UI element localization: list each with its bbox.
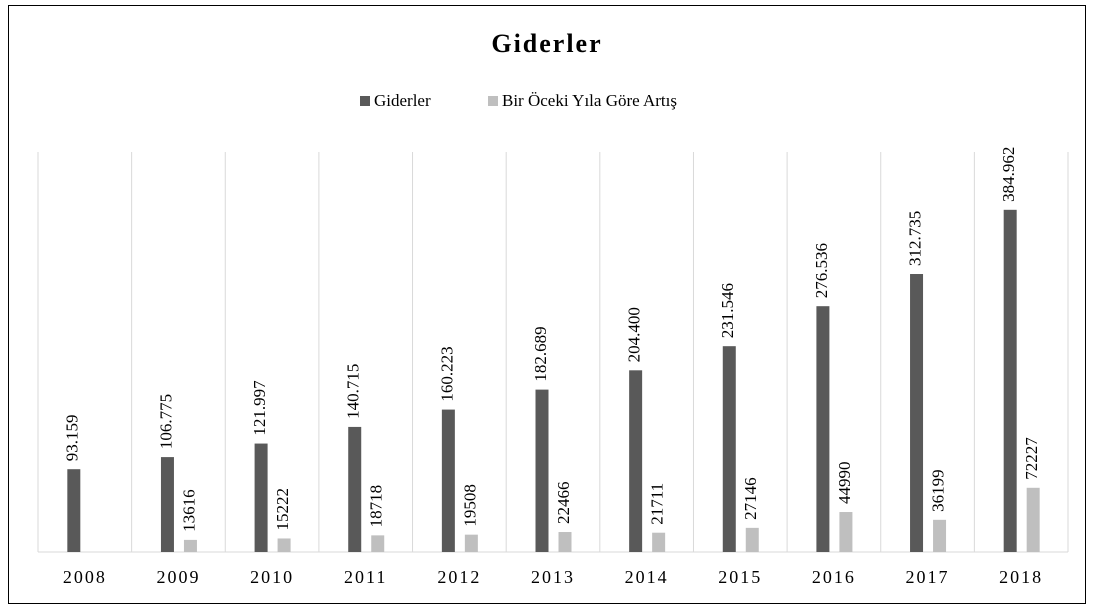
x-tick-label: 2011 — [344, 567, 387, 587]
bar — [254, 443, 268, 552]
bar — [348, 426, 362, 552]
bar — [933, 519, 947, 552]
bar — [67, 469, 81, 552]
data-label: 276.536 — [812, 243, 831, 298]
bar — [1003, 209, 1017, 552]
data-label: 72227 — [1022, 437, 1041, 480]
data-label: 140.715 — [344, 364, 363, 419]
bar — [652, 532, 666, 552]
legend-swatch — [488, 96, 498, 106]
x-tick-label: 2012 — [437, 567, 481, 587]
data-label: 312.735 — [905, 211, 924, 266]
bar — [441, 409, 455, 552]
data-label: 231.546 — [718, 283, 737, 338]
x-tick-label: 2016 — [812, 567, 856, 587]
data-label: 384.962 — [999, 147, 1018, 202]
data-label: 27146 — [741, 477, 760, 520]
bar — [371, 535, 385, 552]
bar — [160, 457, 174, 552]
data-label: 36199 — [928, 469, 947, 512]
data-label: 204.400 — [625, 307, 644, 362]
legend-swatch — [360, 96, 370, 106]
data-label: 106.775 — [156, 394, 175, 449]
bar — [558, 532, 572, 552]
data-label: 13616 — [179, 489, 198, 532]
data-label: 15222 — [273, 488, 292, 531]
x-tick-label: 2017 — [906, 567, 950, 587]
data-label: 121.997 — [250, 380, 269, 436]
data-label: 182.689 — [531, 326, 550, 381]
data-label: 22466 — [554, 482, 573, 525]
bar — [183, 539, 197, 552]
data-label: 21711 — [648, 483, 667, 525]
x-tick-label: 2009 — [156, 567, 200, 587]
x-tick-label: 2014 — [625, 567, 669, 587]
bar — [816, 306, 830, 552]
bar — [745, 527, 759, 552]
x-tick-label: 2018 — [999, 567, 1043, 587]
bar — [1026, 487, 1040, 552]
x-tick-label: 2008 — [63, 567, 107, 587]
bar — [839, 512, 853, 552]
bar — [910, 274, 924, 552]
bar — [464, 534, 478, 552]
x-tick-label: 2013 — [531, 567, 575, 587]
x-tick-label: 2010 — [250, 567, 294, 587]
x-tick-label: 2015 — [718, 567, 762, 587]
legend-label: Giderler — [374, 91, 431, 110]
data-label: 93.159 — [63, 414, 82, 461]
chart-title: Giderler — [491, 29, 602, 58]
bar — [722, 346, 736, 552]
data-label: 160.223 — [437, 346, 456, 401]
bar — [629, 370, 643, 552]
bar — [277, 538, 291, 552]
data-label: 44990 — [835, 462, 854, 505]
data-label: 18718 — [367, 485, 386, 528]
data-label: 19508 — [460, 484, 479, 527]
legend-label: Bir Öceki Yıla Göre Artış — [502, 91, 677, 110]
bar — [535, 389, 549, 552]
